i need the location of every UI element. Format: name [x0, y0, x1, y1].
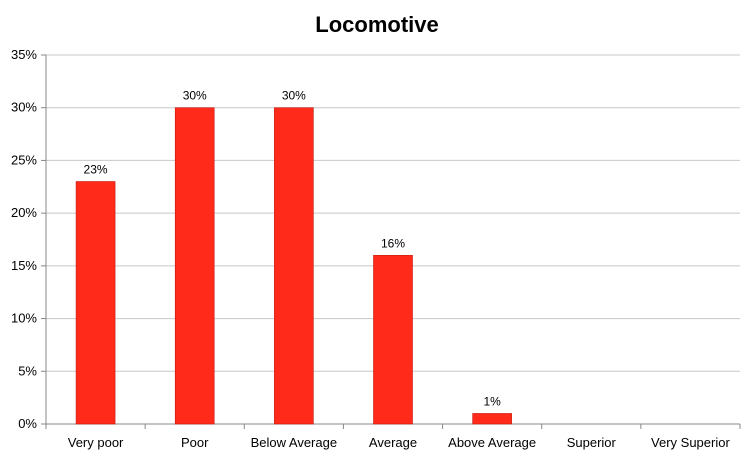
- x-tick-label: Average: [369, 435, 417, 450]
- y-tick-label: 10%: [11, 311, 37, 326]
- y-tick-label: 15%: [11, 258, 37, 273]
- y-tick-label: 25%: [11, 152, 37, 167]
- chart-title: Locomotive: [315, 12, 439, 37]
- y-tick-label: 20%: [11, 205, 37, 220]
- y-tick-label: 30%: [11, 100, 37, 115]
- x-tick-label: Poor: [181, 435, 209, 450]
- data-label: 1%: [483, 394, 501, 408]
- bar: [75, 181, 116, 425]
- bar: [274, 107, 314, 425]
- data-label: 16%: [381, 236, 405, 250]
- y-tick-label: 0%: [18, 416, 37, 431]
- data-label: 30%: [183, 89, 207, 103]
- bar: [373, 255, 413, 425]
- x-tick-label: Above Average: [448, 435, 536, 450]
- x-tick-label: Very poor: [68, 435, 124, 450]
- bar: [472, 413, 512, 425]
- data-label: 30%: [282, 89, 306, 103]
- data-label: 23%: [84, 163, 108, 177]
- y-tick-label: 35%: [11, 47, 37, 62]
- bar: [174, 107, 215, 425]
- x-tick-label: Very Superior: [651, 435, 730, 450]
- x-tick-label: Below Average: [251, 435, 338, 450]
- y-tick-label: 5%: [18, 363, 37, 378]
- x-tick-label: Superior: [567, 435, 617, 450]
